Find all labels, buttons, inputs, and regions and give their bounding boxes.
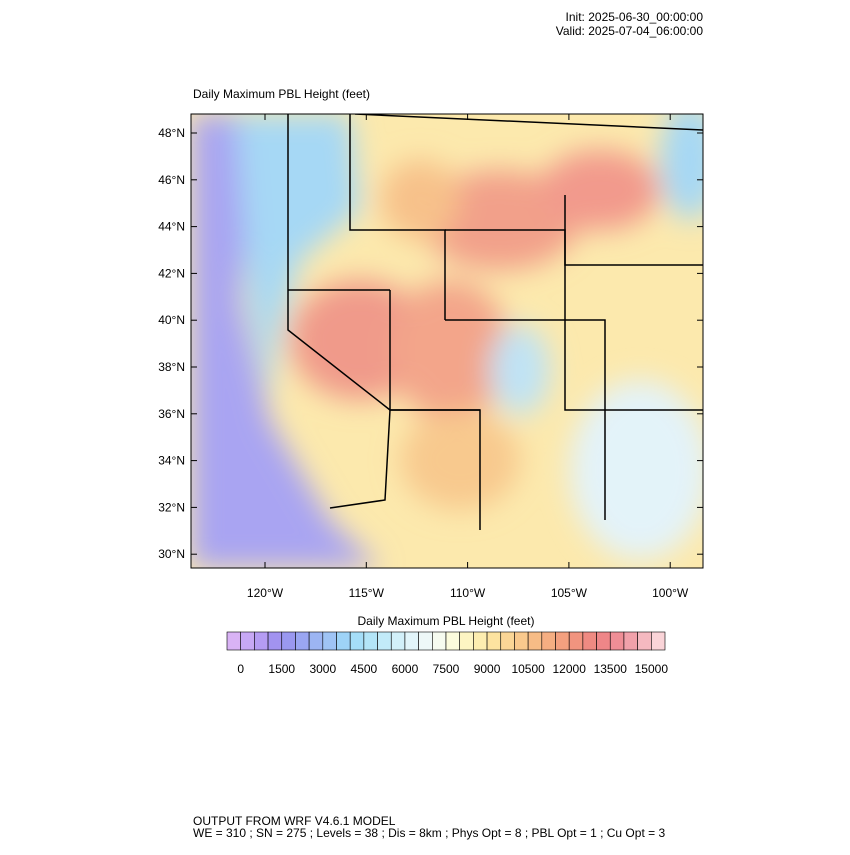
lat-label: 34°N — [158, 454, 185, 468]
colorbar-box — [596, 631, 611, 651]
colorbar-box — [609, 631, 625, 651]
colorbar-title: Daily Maximum PBL Height (feet) — [358, 614, 535, 628]
colorbar-label: 1500 — [268, 662, 295, 676]
map-title: Daily Maximum PBL Height (feet) — [193, 87, 370, 101]
lat-label: 42°N — [158, 266, 185, 280]
lat-label: 44°N — [158, 220, 185, 234]
colorbar-label: 6000 — [392, 662, 419, 676]
colorbar-box — [254, 631, 269, 651]
lon-label: 105°W — [551, 586, 588, 600]
footer-line: WE = 310 ; SN = 275 ; Levels = 38 ; Dis … — [193, 826, 665, 840]
footer-line: OUTPUT FROM WRF V4.6.1 MODEL — [193, 814, 396, 828]
lon-label: 120°W — [247, 586, 284, 600]
colorbar-box — [555, 631, 570, 651]
colorbar-box — [432, 631, 447, 651]
colorbar-box — [336, 631, 351, 651]
colorbar-label: 12000 — [553, 662, 587, 676]
colorbar-label: 3000 — [309, 662, 336, 676]
colorbar-label: 10500 — [511, 662, 545, 676]
colorbar-label: 9000 — [474, 662, 501, 676]
colorbar-label: 13500 — [594, 662, 628, 676]
colorbar-box — [527, 631, 543, 651]
colorbar-box — [541, 631, 556, 651]
colorbar-label: 15000 — [635, 662, 669, 676]
lat-label: 32°N — [158, 500, 185, 514]
lon-axis: 120°W 115°W 110°W 105°W 100°W — [247, 114, 689, 600]
lat-label: 48°N — [158, 126, 185, 140]
colorbar-box — [500, 631, 515, 651]
lat-label: 30°N — [158, 547, 185, 561]
colorbar-box — [240, 631, 255, 651]
lat-axis: 48°N 46°N 44°N 42°N 40°N 38°N 36°N 34°N 32°N 30°N — [158, 126, 703, 561]
colorbar-box — [445, 631, 460, 651]
colorbar-box — [295, 631, 310, 651]
lon-label: 115°W — [349, 586, 385, 600]
colorbar-box — [363, 631, 378, 651]
map — [191, 114, 703, 568]
colorbar-box — [473, 631, 488, 651]
colorbar-box — [322, 631, 337, 651]
init-time: Init: 2025-06-30_00:00:00 — [566, 10, 704, 24]
colorbar-label: 7500 — [433, 662, 460, 676]
colorbar-box — [349, 631, 365, 651]
colorbar-box — [568, 631, 584, 651]
colorbar-box — [418, 631, 433, 651]
valid-time: Valid: 2025-07-04_06:00:00 — [556, 24, 704, 38]
lat-label: 36°N — [158, 407, 185, 421]
map-frame — [190, 113, 704, 569]
lat-label: 38°N — [158, 360, 185, 374]
colorbar-box — [226, 631, 241, 651]
colorbar-box — [582, 631, 597, 651]
colorbar: 0 1500 3000 4500 6000 7500 9000 10500 12000 13500… — [226, 631, 669, 676]
lon-label: 100°W — [652, 586, 689, 600]
colorbar-box — [377, 631, 392, 651]
lat-label: 46°N — [158, 173, 185, 187]
colorbar-box — [308, 631, 324, 651]
colorbar-box — [486, 631, 502, 651]
colorbar-box — [637, 631, 652, 651]
colorbar-box — [404, 631, 419, 651]
colorbar-box — [459, 631, 474, 651]
lon-label: 110°W — [450, 586, 486, 600]
lat-label: 40°N — [158, 313, 185, 327]
colorbar-box — [267, 631, 283, 651]
colorbar-label: 4500 — [351, 662, 378, 676]
colorbar-box — [623, 631, 638, 651]
colorbar-label: 0 — [237, 662, 244, 676]
colorbar-box — [514, 631, 529, 651]
colorbar-box — [651, 631, 666, 651]
colorbar-box — [390, 631, 406, 651]
colorbar-box — [281, 631, 296, 651]
